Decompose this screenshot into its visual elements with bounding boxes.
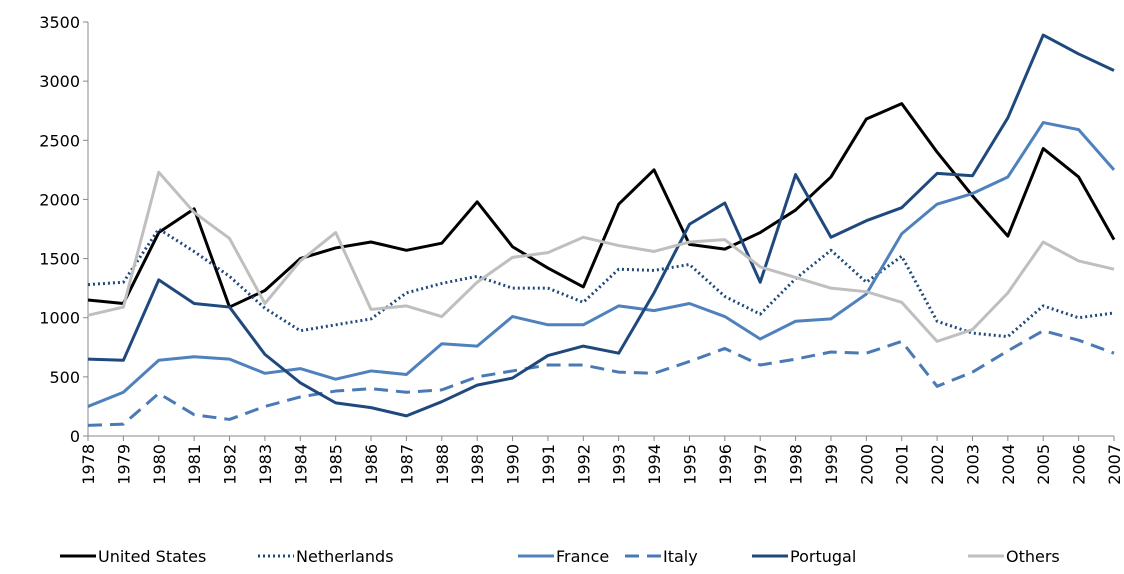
x-tick-label: 1998: [787, 444, 806, 485]
series-line: [87, 102, 1116, 309]
y-tick-label: 0: [70, 427, 80, 446]
x-tick-label: 1997: [751, 444, 770, 485]
legend-label: Netherlands: [296, 547, 394, 566]
legend-label: United States: [98, 547, 206, 566]
y-tick-label: 2500: [39, 131, 80, 150]
x-tick-label: 1985: [327, 444, 346, 485]
y-tick-label: 1000: [39, 309, 80, 328]
x-tick-label: 1982: [221, 444, 240, 485]
y-tick-label: 1500: [39, 250, 80, 269]
x-tick-label: 1979: [114, 444, 133, 485]
x-tick-label: 1988: [433, 444, 452, 485]
x-tick-label: 1987: [397, 444, 416, 485]
x-tick-label: 1992: [574, 444, 593, 485]
x-tick-label: 1990: [504, 444, 523, 485]
series-line: [87, 329, 1115, 427]
x-tick-label: 1989: [468, 444, 487, 485]
x-tick-label: 1980: [150, 444, 169, 485]
x-tick-label: 2007: [1105, 444, 1124, 485]
series-line: [87, 170, 1115, 343]
x-tick-label: 1983: [256, 444, 275, 485]
x-tick-label: 1986: [362, 444, 381, 485]
x-tick-label: 1978: [79, 444, 98, 485]
legend-label: Portugal: [790, 547, 856, 566]
legend-label: France: [556, 547, 609, 566]
legend-label: Others: [1006, 547, 1060, 566]
x-tick-label: 1994: [645, 444, 664, 485]
x-tick-label: 1996: [716, 444, 735, 485]
x-tick-label: 2000: [857, 444, 876, 485]
x-tick-label: 2005: [1034, 444, 1053, 485]
x-tick-label: 1984: [291, 444, 310, 485]
x-tick-label: 2006: [1070, 444, 1089, 485]
series-line: [87, 33, 1115, 418]
y-tick-label: 2000: [39, 190, 80, 209]
x-tick-label: 1991: [539, 444, 558, 485]
y-tick-label: 3000: [39, 72, 80, 91]
x-tick-label: 1993: [610, 444, 629, 485]
x-tick-label: 2003: [963, 444, 982, 485]
x-tick-label: 2001: [893, 444, 912, 485]
x-tick-label: 2004: [999, 444, 1018, 485]
x-tick-label: 2002: [928, 444, 947, 485]
y-tick-label: 3500: [39, 13, 80, 32]
series-line: [87, 121, 1116, 408]
x-tick-label: 1981: [185, 444, 204, 485]
x-tick-label: 1995: [680, 444, 699, 485]
legend-label: Italy: [663, 547, 698, 566]
y-tick-label: 500: [49, 368, 80, 387]
x-tick-label: 1999: [822, 444, 841, 485]
